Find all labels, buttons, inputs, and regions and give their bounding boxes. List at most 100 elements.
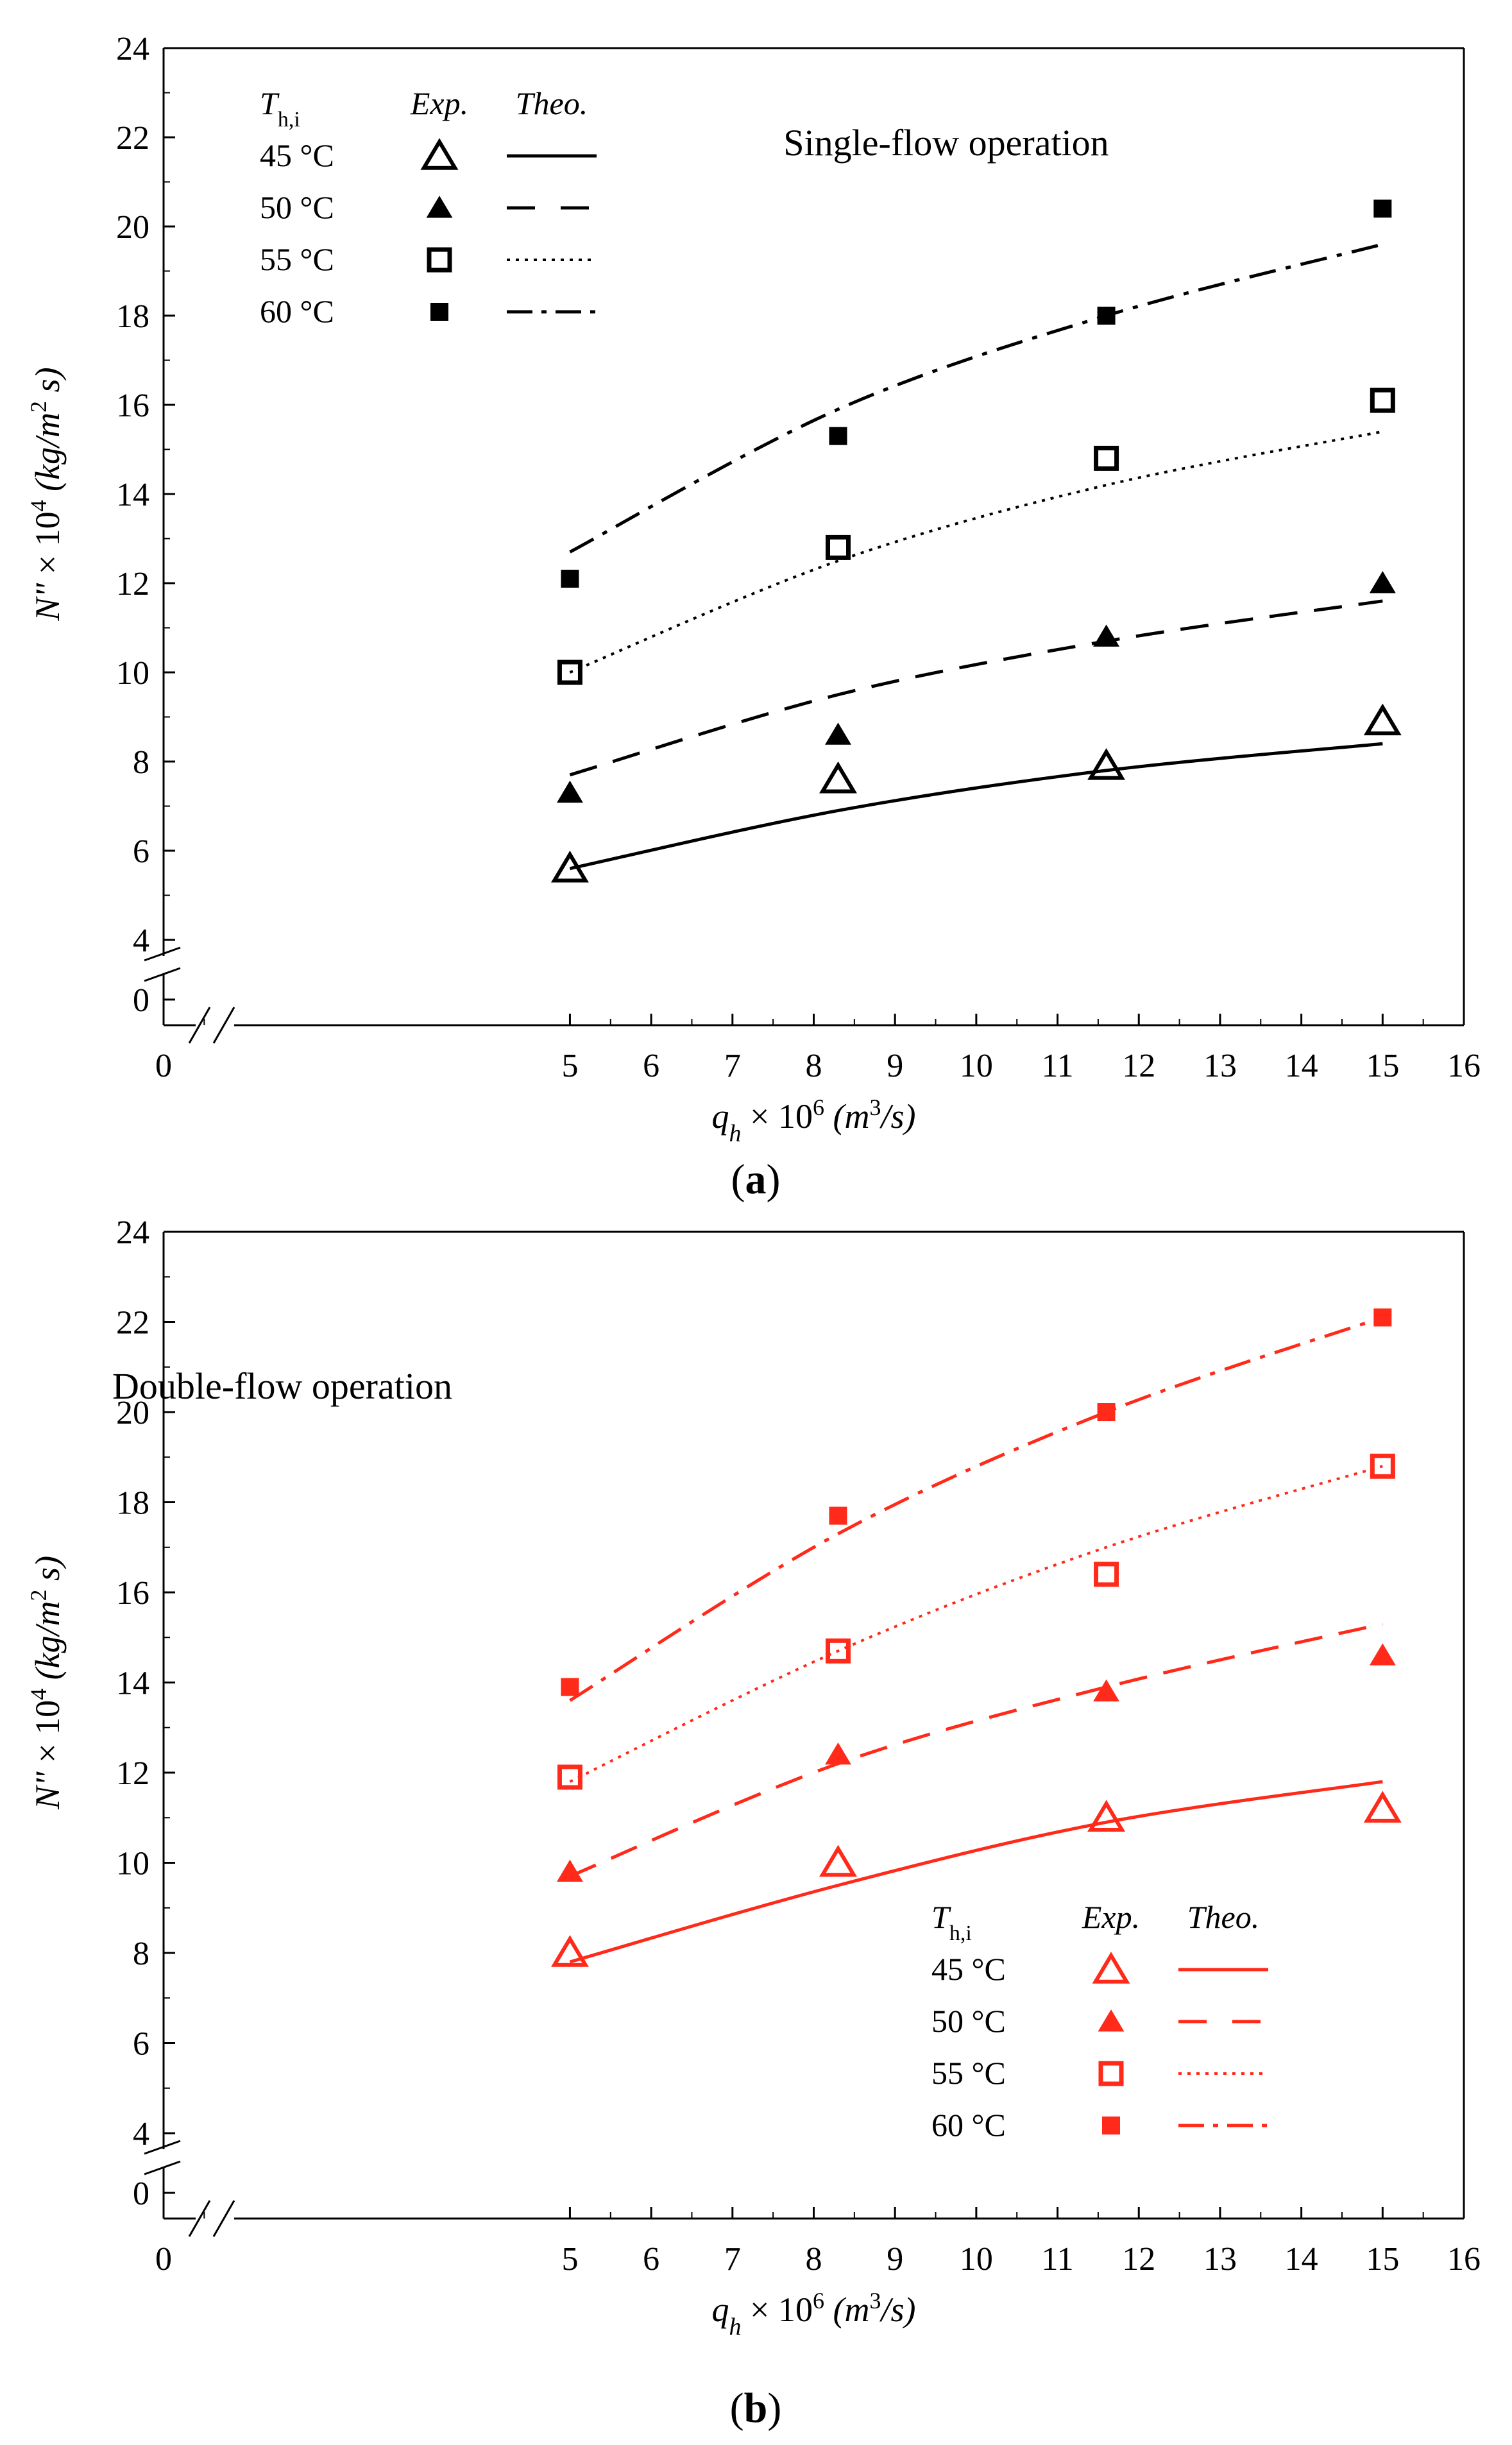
x-axis-label-part: q — [712, 2290, 729, 2329]
x-tick-label: 10 — [960, 1048, 993, 1084]
data-point-filled-triangle — [825, 722, 851, 745]
series-2 — [557, 1453, 1395, 1790]
x-axis-label-part: /s) — [879, 2290, 915, 2329]
data-point-filled-triangle — [1093, 624, 1120, 647]
x-tick-label: 15 — [1366, 2241, 1399, 2278]
legend: Th,i Exp. Theo. 45 °C 50 °C 55 °C 60 °C — [260, 85, 597, 329]
x-tick-label: 5 — [561, 2241, 578, 2278]
y-tick-label: 24 — [116, 31, 149, 67]
data-point-open-triangle — [550, 1935, 589, 1967]
data-point-filled-triangle — [556, 1859, 583, 1882]
series-0 — [550, 703, 1402, 883]
y-tick-label: 22 — [116, 120, 149, 157]
x-axis-label-part: 3 — [869, 1095, 881, 1120]
y-tick-label: 4 — [133, 923, 149, 959]
data-point-open-triangle — [550, 850, 589, 883]
y-axis-label-part: × 10 — [28, 1700, 67, 1763]
x-axis-break-mark — [188, 2200, 211, 2237]
y-tick-label: 8 — [133, 1936, 149, 1972]
legend-header-sub: h,i — [278, 108, 300, 132]
series-3 — [561, 200, 1392, 588]
data-point-filled-triangle — [1093, 1679, 1120, 1701]
series-0 — [550, 1780, 1402, 1967]
data-point-filled-square — [561, 570, 579, 588]
theory-line-solid — [569, 1780, 1383, 1964]
data-point-open-triangle — [1363, 1791, 1402, 1823]
y-axis-label-part: N" — [28, 574, 67, 621]
y-tick-label: 4 — [133, 2116, 149, 2152]
y-axis-label: N" × 104 (kg/m2 s) — [26, 367, 67, 621]
x-tick-label: 11 — [1042, 1048, 1074, 1084]
x-tick-label: 0 — [155, 2241, 172, 2278]
legend-header-theo: Theo. — [1187, 1899, 1260, 1935]
legend-marker-filled-square — [1102, 2117, 1120, 2134]
legend-header-exp: Exp. — [1082, 1899, 1140, 1935]
y-tick-label: 18 — [116, 298, 149, 335]
x-tick-label: 14 — [1285, 1048, 1318, 1084]
panel-label-letter: a — [745, 1156, 767, 1203]
theory-line-dashdot — [569, 243, 1383, 554]
data-point-filled-square — [1097, 1403, 1116, 1421]
x-tick-label: 15 — [1366, 1048, 1399, 1084]
x-tick-label: 9 — [887, 1048, 903, 1084]
x-tick-label: 5 — [561, 1048, 578, 1084]
x-tick-label: 13 — [1203, 1048, 1237, 1084]
x-axis-break-mark — [212, 1007, 235, 1044]
x-axis-label-part: h — [729, 2313, 742, 2340]
x-axis-label-part: h — [729, 1120, 742, 1147]
y-axis-label-part: 4 — [26, 500, 51, 511]
panel-label: (b) — [730, 2385, 782, 2432]
y-axis-label-part: × 10 — [28, 511, 67, 574]
panel-label-letter: b — [744, 2385, 768, 2432]
legend-header-exp: Exp. — [410, 85, 468, 121]
theory-line-dashdot — [569, 1316, 1384, 1702]
y-axis-label: N" × 104 (kg/m2 s) — [26, 1556, 67, 1810]
y-tick-label: 14 — [116, 477, 149, 513]
x-tick-label: 13 — [1203, 2241, 1237, 2278]
x-tick-label: 12 — [1122, 2241, 1155, 2278]
x-tick-label: 16 — [1447, 2241, 1481, 2278]
y-tick-label: 16 — [116, 1575, 149, 1612]
y-tick-label: 14 — [116, 1665, 149, 1702]
x-axis-label-part: 6 — [813, 1095, 824, 1120]
series-1 — [556, 1622, 1396, 1882]
x-tick-label: 0 — [155, 1048, 172, 1084]
data-point-filled-square — [561, 1678, 579, 1696]
x-axis-label-part: × 10 — [742, 2290, 813, 2329]
y-axis-label-part: 2 — [26, 1589, 51, 1601]
x-tick-label: 14 — [1285, 2241, 1318, 2278]
x-tick-label: 10 — [960, 2241, 993, 2278]
x-tick-label: 6 — [643, 1048, 659, 1084]
x-tick-label: 7 — [724, 1048, 741, 1084]
y-tick-label: 0 — [133, 2176, 149, 2212]
y-tick-label: 10 — [116, 655, 149, 692]
x-tick-label: 6 — [643, 2241, 659, 2278]
theory-line-solid — [569, 742, 1383, 871]
legend-marker-open-square — [1098, 2061, 1124, 2086]
legend-header-symbol: T — [260, 85, 280, 121]
legend-marker-filled-triangle — [1098, 2009, 1125, 2032]
x-axis-label-part: 3 — [869, 2288, 881, 2313]
y-tick-label: 0 — [133, 982, 149, 1019]
y-axis-break-mark — [144, 967, 181, 982]
data-point-filled-square — [829, 427, 847, 445]
legend-header-temperature: Th,i — [260, 85, 300, 132]
y-tick-label: 8 — [133, 744, 149, 781]
data-point-open-square — [557, 1764, 582, 1790]
legend-marker-open-triangle — [420, 138, 459, 170]
y-tick-label: 20 — [116, 209, 149, 246]
data-point-open-square — [1370, 388, 1395, 413]
chart-title: Single-flow operation — [783, 122, 1109, 164]
x-tick-label: 16 — [1447, 1048, 1481, 1084]
y-axis-label-part: s) — [28, 367, 67, 401]
y-tick-label: 16 — [116, 388, 149, 424]
series-2 — [557, 388, 1395, 685]
series-3 — [561, 1308, 1392, 1702]
data-point-filled-triangle — [825, 1742, 851, 1765]
legend-entry-label: 60 °C — [260, 293, 334, 329]
x-tick-label: 11 — [1042, 2241, 1074, 2278]
y-axis-label-part: s) — [28, 1556, 67, 1590]
y-tick-label: 18 — [116, 1485, 149, 1522]
legend-entry-label: 50 °C — [931, 2003, 1006, 2039]
